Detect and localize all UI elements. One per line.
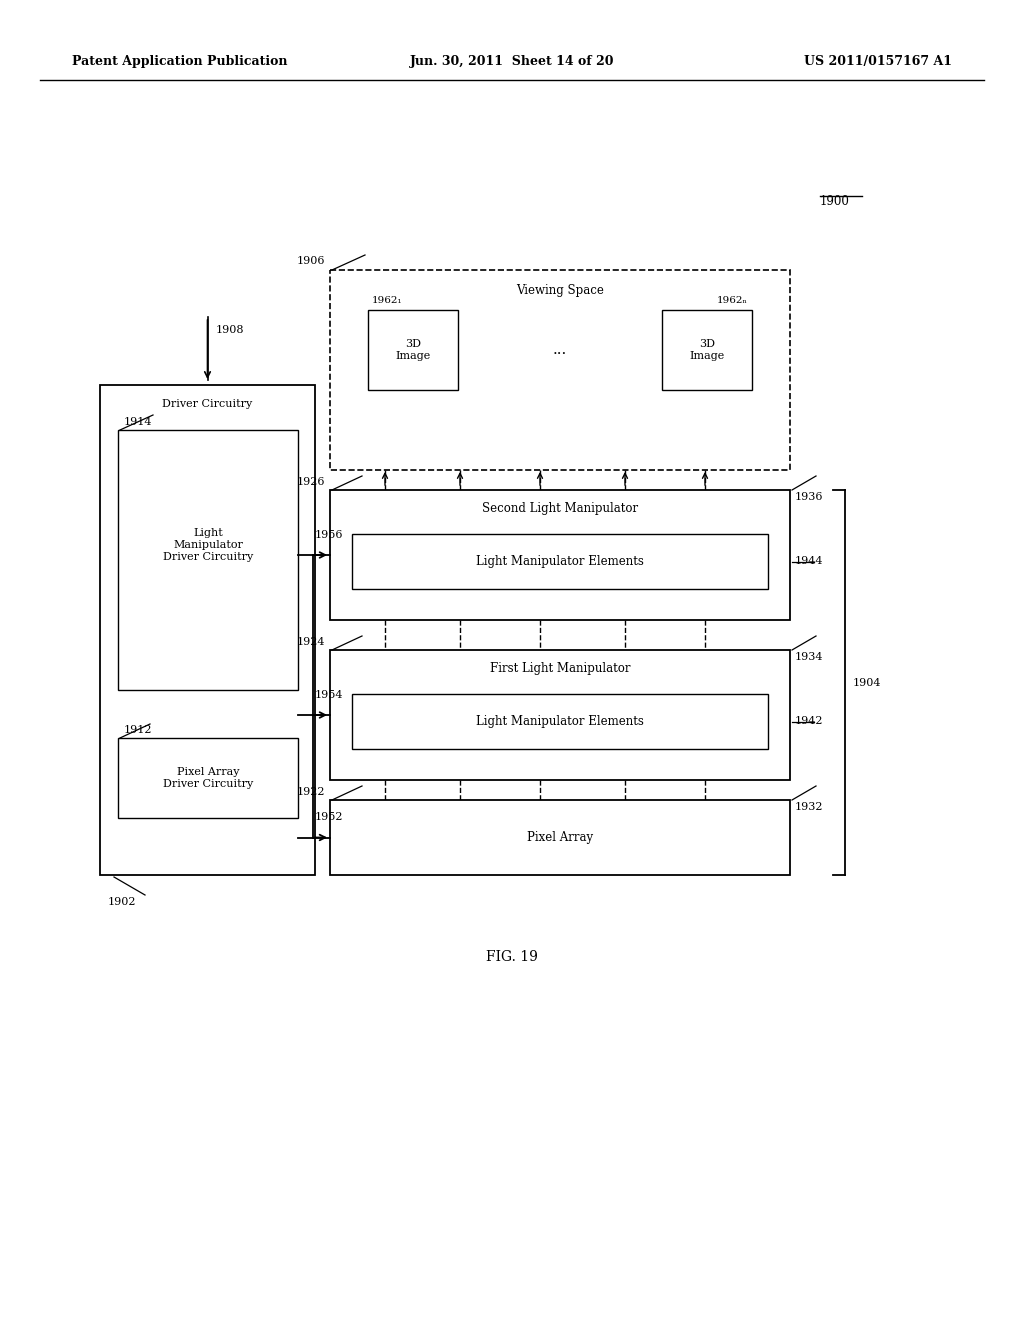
Bar [368, 310, 458, 389]
Bar [118, 430, 298, 690]
Text: 1926: 1926 [297, 477, 325, 487]
Text: 1952: 1952 [315, 813, 343, 822]
Text: 1942: 1942 [795, 717, 823, 726]
Text: 3D
Image: 3D Image [689, 339, 725, 360]
Text: Pixel Array: Pixel Array [527, 832, 593, 843]
Text: Pixel Array
Driver Circuitry: Pixel Array Driver Circuitry [163, 767, 253, 789]
Text: 3D
Image: 3D Image [395, 339, 431, 360]
Bar [330, 800, 790, 875]
Bar [352, 535, 768, 589]
Text: 1962ₙ: 1962ₙ [717, 296, 748, 305]
Text: 1956: 1956 [315, 531, 343, 540]
Text: 1944: 1944 [795, 557, 823, 566]
Bar [330, 271, 790, 470]
Text: Light Manipulator Elements: Light Manipulator Elements [476, 715, 644, 729]
Bar [100, 385, 315, 875]
Text: 1900: 1900 [820, 195, 850, 209]
Text: FIG. 19: FIG. 19 [486, 950, 538, 964]
Text: 1936: 1936 [795, 492, 823, 502]
Bar [118, 738, 298, 818]
Text: Light Manipulator Elements: Light Manipulator Elements [476, 554, 644, 568]
Text: 1912: 1912 [124, 725, 153, 735]
Text: Viewing Space: Viewing Space [516, 284, 604, 297]
Text: US 2011/0157167 A1: US 2011/0157167 A1 [804, 55, 952, 69]
Text: Patent Application Publication: Patent Application Publication [72, 55, 288, 69]
Text: Driver Circuitry: Driver Circuitry [163, 399, 253, 409]
Text: 1908: 1908 [215, 325, 244, 335]
Text: 1962₁: 1962₁ [372, 296, 402, 305]
Bar [330, 490, 790, 620]
Text: 1954: 1954 [315, 690, 343, 700]
Text: 1904: 1904 [853, 677, 882, 688]
Text: Second Light Manipulator: Second Light Manipulator [482, 502, 638, 515]
Bar [330, 649, 790, 780]
Text: 1902: 1902 [108, 898, 136, 907]
Text: 1934: 1934 [795, 652, 823, 663]
Text: Light
Manipulator
Driver Circuitry: Light Manipulator Driver Circuitry [163, 528, 253, 561]
Text: Jun. 30, 2011  Sheet 14 of 20: Jun. 30, 2011 Sheet 14 of 20 [410, 55, 614, 69]
Text: 1914: 1914 [124, 417, 153, 426]
Text: 1906: 1906 [297, 256, 325, 267]
Text: First Light Manipulator: First Light Manipulator [489, 663, 630, 675]
Text: 1922: 1922 [297, 787, 325, 797]
Text: ...: ... [553, 343, 567, 356]
Bar [662, 310, 752, 389]
Bar [352, 694, 768, 748]
Text: 1924: 1924 [297, 638, 325, 647]
Text: 1932: 1932 [795, 803, 823, 812]
